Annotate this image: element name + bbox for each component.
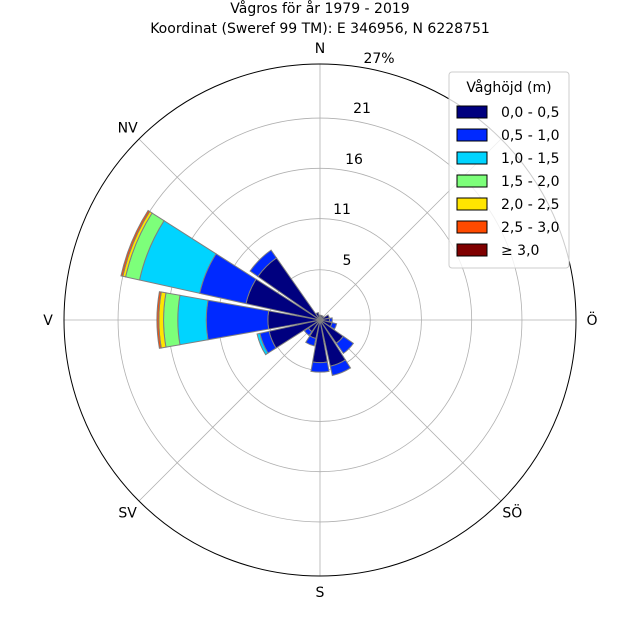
wave-bars (120, 209, 355, 377)
bar-segment (303, 327, 313, 337)
direction-label-w: V (43, 313, 53, 329)
bar-segment (305, 335, 317, 347)
chart-title: Vågros för år 1979 - 2019 (230, 0, 409, 17)
bar-segment (163, 292, 181, 348)
legend-box (448, 71, 570, 269)
direction-label-sw: SV (118, 505, 137, 521)
legend-entry: ≥ 3,0 (501, 243, 539, 259)
legend-swatch (456, 197, 488, 211)
chart-subtitle: Koordinat (Sweref 99 TM): E 346956, N 62… (150, 21, 490, 37)
bar-segment (329, 322, 338, 330)
outer-circle (63, 63, 577, 577)
bar-segment (256, 332, 269, 356)
direction-label-nw: NV (118, 121, 138, 137)
legend: Våghöjd (m) 0,0 - 0,5 0,5 - 1,0 1,0 - 1,5 1,… (448, 71, 570, 269)
bar-segment (156, 291, 162, 349)
bar-segment (315, 311, 321, 321)
ring-label: 16 (345, 152, 363, 168)
bar-segment (328, 317, 333, 323)
legend-entry: 1,5 - 2,0 (501, 174, 559, 190)
bar-segment (120, 209, 151, 277)
grid-spoke (138, 319, 321, 502)
bar-segment (310, 361, 330, 373)
direction-label-e: Ö (586, 311, 597, 329)
direction-labels: N Ö SÖ S SV V NV (43, 41, 597, 601)
legend-title: Våghöjd (m) (466, 79, 551, 96)
polar-outline (63, 63, 577, 577)
ring-label: 5 (343, 253, 352, 269)
legend-entry: 2,5 - 3,0 (501, 220, 559, 236)
legend-entry: 1,0 - 1,5 (501, 151, 559, 167)
ring-label: 11 (333, 202, 351, 218)
legend-swatch (456, 105, 488, 119)
bar-segment (249, 249, 278, 278)
legend-swatch (456, 128, 488, 142)
legend-swatch (456, 174, 488, 188)
grid-spoke (319, 319, 502, 502)
legend-swatch (456, 151, 488, 165)
legend-swatch (456, 243, 488, 257)
direction-label-se: SÖ (502, 503, 522, 521)
bar-segment (329, 359, 352, 377)
legend-entry: 2,0 - 2,5 (501, 197, 559, 213)
legend-entry: 0,0 - 0,5 (501, 105, 559, 121)
legend-entry: 0,5 - 1,0 (501, 128, 559, 144)
ring-label: 27% (363, 51, 394, 67)
bar-segment (335, 335, 355, 355)
legend-swatch (456, 220, 488, 234)
direction-label-s: S (316, 585, 325, 601)
bar-segment (177, 294, 209, 346)
ring-labels: 5 11 16 21 27% (333, 51, 394, 269)
ring-label: 21 (353, 101, 371, 117)
direction-label-n: N (315, 41, 325, 57)
